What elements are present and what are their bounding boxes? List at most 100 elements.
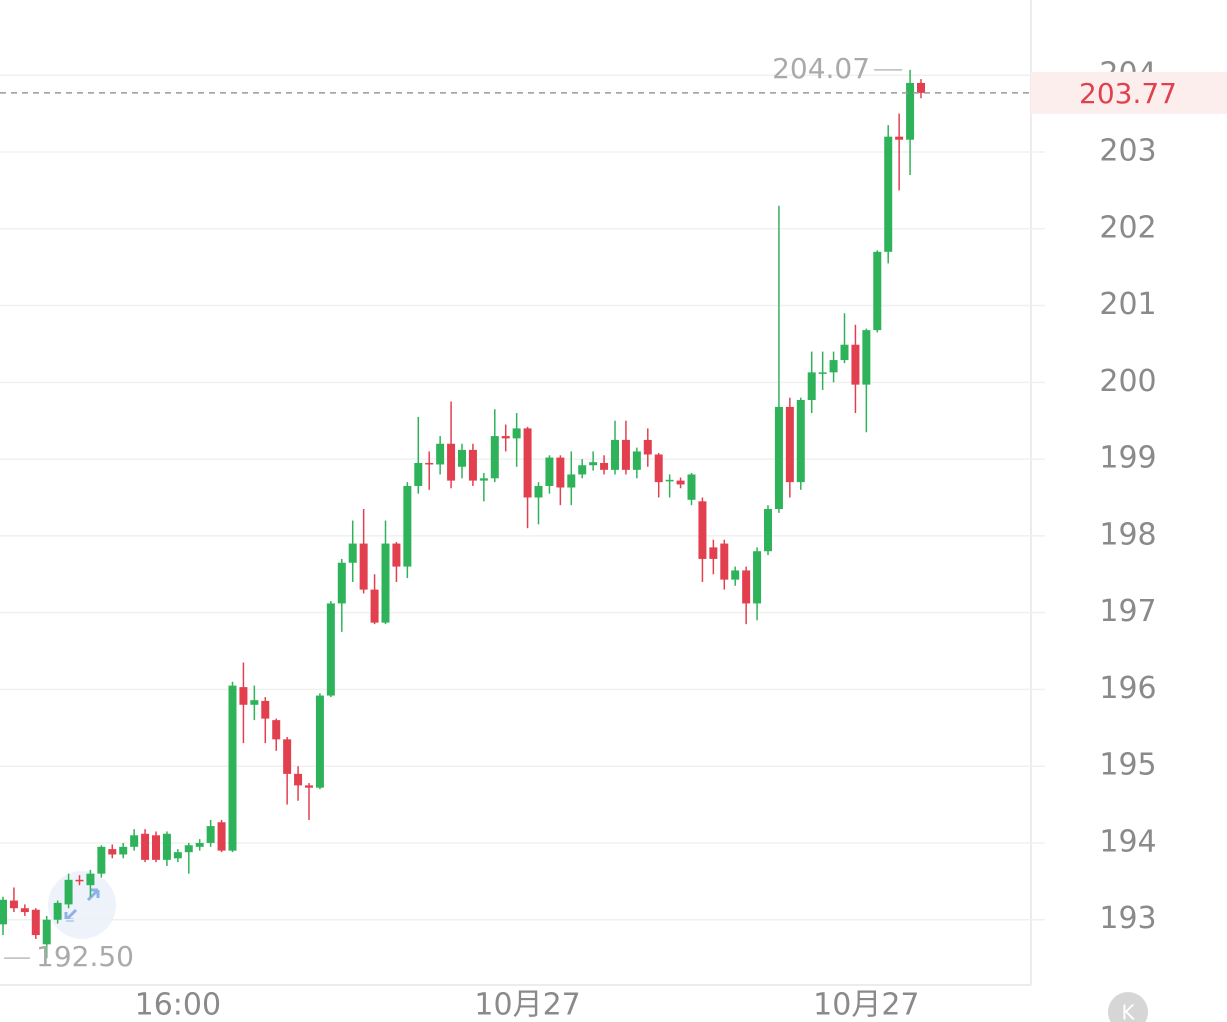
candle-body [315, 695, 324, 788]
candle-body [621, 439, 630, 470]
candle-body [217, 822, 226, 851]
y-tick-label: 203 [1099, 134, 1156, 169]
max-label: 204.07 [772, 52, 870, 85]
candle-body [141, 833, 150, 860]
candle-body [64, 879, 73, 905]
candle-body [895, 136, 904, 140]
candle-body [818, 372, 827, 374]
candle-body [86, 873, 95, 886]
candle-body [195, 842, 204, 847]
y-tick-label: 199 [1099, 441, 1156, 476]
candle-body [184, 845, 193, 853]
candle-body [906, 82, 915, 140]
y-tick-label: 195 [1099, 748, 1156, 783]
candle-body [392, 543, 401, 567]
candle-body [698, 501, 707, 559]
candle-body [348, 543, 357, 563]
candle-body [774, 406, 783, 510]
candle-body [829, 360, 838, 373]
candle-body [294, 773, 303, 786]
candle-body [239, 687, 248, 705]
grid [0, 74, 1045, 921]
candle-body [589, 462, 598, 466]
candle-body [425, 462, 434, 465]
candle-body [687, 474, 696, 500]
candle-body [600, 462, 609, 470]
candle-body [359, 543, 368, 590]
candle-body [479, 478, 488, 481]
candle-body [447, 443, 456, 481]
min-label: 192.50 [36, 940, 134, 973]
candle-body [20, 908, 29, 913]
candle-body [785, 406, 794, 483]
candle-body [632, 451, 641, 470]
x-tick-label: 16:00 [135, 988, 221, 1022]
candle-body [665, 479, 674, 482]
candle-body [709, 547, 718, 559]
candle-body [53, 902, 62, 920]
k-button-label[interactable]: K [1121, 1001, 1135, 1022]
candle-body [720, 543, 729, 580]
candle-body [206, 826, 215, 843]
candle-body [0, 899, 7, 925]
candle-body [501, 436, 510, 439]
candle-body [840, 344, 849, 361]
k-button[interactable] [1108, 992, 1148, 1022]
y-tick-label: 197 [1099, 594, 1156, 629]
y-tick-label: 201 [1099, 287, 1156, 322]
candle-body [337, 562, 346, 604]
candle-body [75, 879, 84, 882]
candle-body [414, 462, 423, 486]
candle-body [545, 457, 554, 486]
y-tick-label: 202 [1099, 210, 1156, 245]
candle-body [764, 509, 772, 552]
candle-body [261, 700, 270, 719]
candle-body [917, 82, 925, 93]
y-tick-label: 196 [1099, 671, 1156, 706]
candle-body [873, 251, 882, 331]
candle-body [643, 439, 652, 455]
candle-body [152, 835, 160, 860]
candle-body [250, 700, 259, 705]
y-tick-label: 198 [1099, 517, 1156, 552]
candle-body [468, 449, 477, 481]
candle-body [490, 436, 499, 479]
candle-body [742, 570, 751, 604]
candle-body [654, 454, 663, 483]
candle-body [851, 344, 860, 385]
candle-body [753, 551, 762, 604]
candle-body [162, 833, 171, 860]
candle-body [283, 739, 292, 774]
candle-body [173, 852, 182, 859]
candle-body [512, 428, 521, 439]
candle-body [884, 136, 893, 252]
candle-body [567, 474, 576, 488]
y-tick-label: 200 [1099, 364, 1156, 399]
candle-body [108, 849, 117, 855]
candle-body [731, 570, 740, 580]
candle-body [578, 465, 587, 475]
candle-body [381, 543, 390, 623]
candle-body [42, 919, 51, 945]
candle-body [534, 485, 543, 498]
candle-body [97, 846, 106, 874]
candle-body [862, 330, 871, 385]
last-price-label: 203.77 [1079, 77, 1177, 110]
candle-body [403, 485, 412, 567]
candle-body [119, 846, 128, 855]
y-tick-label: 194 [1099, 824, 1156, 859]
candle-body [458, 449, 466, 467]
candle-body [611, 439, 619, 470]
candle-body [676, 480, 685, 485]
candle-body [130, 835, 139, 847]
x-tick-label: 10月27 [474, 988, 580, 1022]
candle-body [523, 428, 532, 498]
candle-body [796, 399, 805, 483]
candle-body [807, 372, 816, 400]
x-tick-label: 10月27 [813, 988, 919, 1022]
candle-body [436, 443, 445, 465]
candle-body [272, 720, 281, 740]
candle-body [370, 589, 379, 623]
candle-body [31, 909, 40, 936]
